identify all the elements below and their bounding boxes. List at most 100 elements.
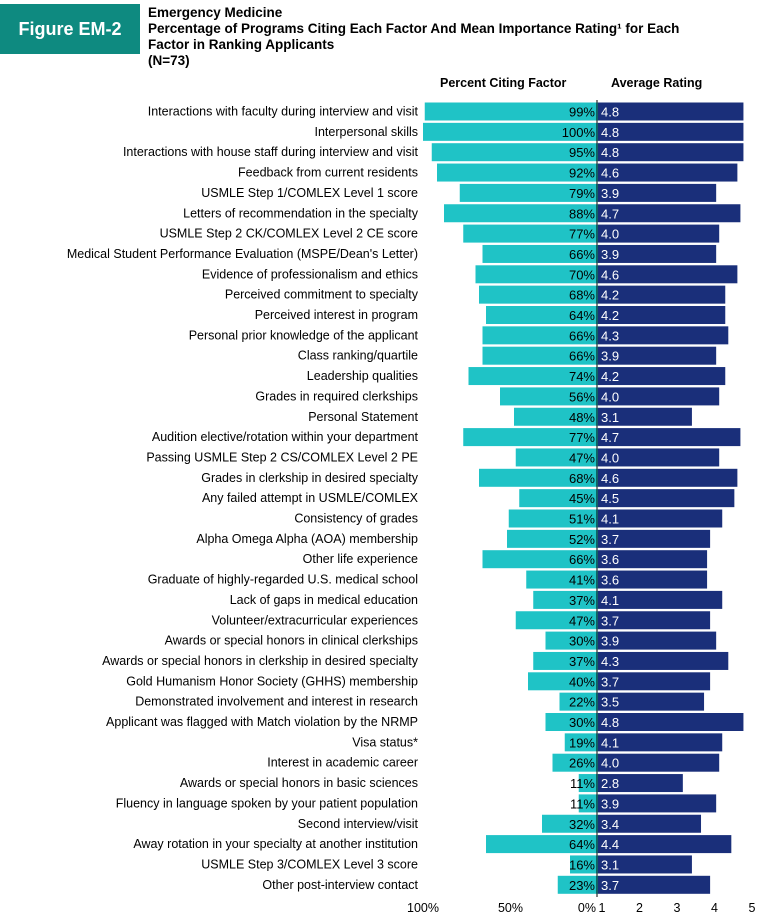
rating-value-label: 4.8 [601,715,619,730]
rating-value-label: 4.1 [601,735,619,750]
percent-axis-tick: 100% [407,901,439,915]
rating-value-label: 4.8 [601,105,619,120]
rating-bar [598,224,720,243]
rating-value-label: 3.1 [601,857,619,872]
rating-bar [598,387,720,406]
category-label: Other post-interview contact [262,878,418,892]
percent-bar [526,570,598,589]
rating-value-label: 4.0 [601,450,619,465]
category-label: Alpha Omega Alpha (AOA) membership [196,532,418,546]
rating-value-label: 3.6 [601,573,619,588]
percent-bar [528,672,598,691]
rating-value-label: 3.4 [601,817,619,832]
percent-bar [515,448,598,467]
rating-value-label: 3.7 [601,878,619,893]
rating-value-label: 4.0 [601,756,619,771]
percent-value-label: 68% [569,288,595,303]
percent-bar [479,285,598,304]
category-label: Personal Statement [308,410,418,424]
category-label: Awards or special honors in clerkship in… [102,654,419,668]
category-label: Interactions with house staff during int… [123,145,419,159]
rating-column-header: Average Rating [611,76,703,90]
percent-value-label: 41% [569,573,595,588]
percent-value-label: 47% [569,450,595,465]
percent-value-label: 47% [569,613,595,628]
percent-bar [559,692,598,711]
rating-bar [598,631,717,650]
rating-bar [598,163,738,182]
percent-value-label: 37% [569,654,595,669]
percent-value-label: 48% [569,410,595,425]
rating-bar [598,346,717,365]
percent-value-label: 51% [569,512,595,527]
rating-bar [598,855,692,874]
category-label: Graduate of highly-regarded U.S. medical… [148,573,418,587]
rating-bar [598,570,708,589]
rating-bar [598,489,735,508]
category-label: USMLE Step 3/COMLEX Level 3 score [201,857,418,871]
rating-value-label: 4.2 [601,369,619,384]
category-label: Evidence of professionalism and ethics [202,267,418,281]
percent-value-label: 40% [569,674,595,689]
category-label: Fluency in language spoken by your patie… [116,796,418,810]
rating-value-label: 4.8 [601,125,619,140]
category-label: USMLE Step 1/COMLEX Level 1 score [201,186,418,200]
rating-bar [598,448,720,467]
rating-bar [598,143,744,162]
rating-value-label: 3.9 [601,796,619,811]
category-label: Personal prior knowledge of the applican… [189,328,419,342]
figure-label: Figure EM-2 [0,4,140,54]
percent-value-label: 88% [569,206,595,221]
percent-bar [533,651,598,670]
percent-bar [423,122,598,141]
rating-value-label: 4.6 [601,267,619,282]
percent-value-label: 30% [569,715,595,730]
category-label: Second interview/visit [298,817,419,831]
category-label: Perceived interest in program [255,308,418,322]
percent-bar [424,102,598,121]
percent-value-label: 92% [569,166,595,181]
percent-bar [545,713,598,731]
rating-axis-tick: 2 [636,901,643,915]
category-label: Passing USMLE Step 2 CS/COMLEX Level 2 P… [146,450,418,464]
rating-bar [598,244,717,263]
percent-value-label: 26% [569,756,595,771]
rating-bar [598,774,683,793]
percent-bar [475,265,598,284]
title-line-3: Factor in Ranking Applicants [148,37,335,52]
rating-value-label: 3.7 [601,674,619,689]
percent-bar [508,509,598,528]
rating-bar [598,509,723,528]
percent-value-label: 66% [569,552,595,567]
rating-value-label: 3.7 [601,613,619,628]
percent-value-label: 66% [569,328,595,343]
category-label: Other life experience [303,552,418,566]
rating-value-label: 4.2 [601,308,619,323]
percent-bar [552,753,598,772]
rating-bar [598,550,708,569]
category-label: Visa status* [352,735,418,749]
percent-value-label: 70% [569,267,595,282]
rating-value-label: 4.7 [601,430,619,445]
percent-value-label: 16% [569,857,595,872]
category-label: Volunteer/extracurricular experiences [212,613,418,627]
category-label: Interpersonal skills [314,125,418,139]
rating-bar [598,122,744,141]
rating-value-label: 4.8 [601,145,619,160]
percent-bar [482,326,598,345]
percent-bar [482,244,598,263]
rating-bar [598,265,738,284]
category-label: Any failed attempt in USMLE/COMLEX [202,491,419,505]
rating-value-label: 3.7 [601,532,619,547]
category-label: Interactions with faculty during intervi… [148,105,419,119]
rating-bar [598,835,732,854]
category-label: USMLE Step 2 CK/COMLEX Level 2 CE score [160,227,418,241]
percent-bar [570,855,598,874]
rating-value-label: 4.4 [601,837,619,852]
title-line-2: Percentage of Programs Citing Each Facto… [148,21,680,36]
percent-value-label: 37% [569,593,595,608]
percent-bar [514,407,598,426]
rating-bar [598,428,741,447]
rating-bar [598,285,726,304]
percent-bar [437,163,598,182]
